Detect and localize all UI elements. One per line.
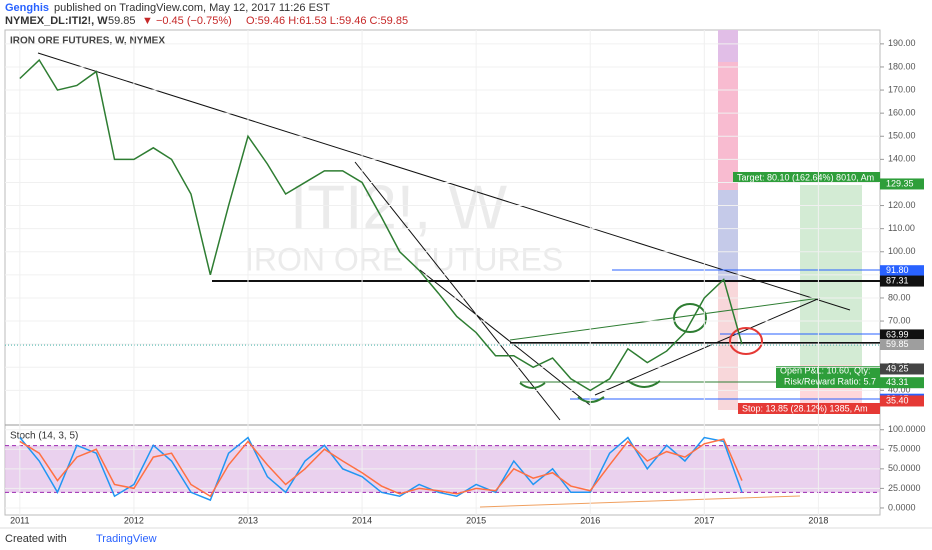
y-tick-label: 80.00	[888, 292, 911, 302]
zone	[718, 62, 738, 190]
ohlc: O:59.46 H:61.53 L:59.46 C:59.85	[246, 15, 408, 27]
zone	[718, 30, 738, 62]
price-label-box	[880, 395, 924, 407]
y-tick-label: 140.00	[888, 154, 916, 164]
x-tick-label: 2014	[352, 515, 372, 525]
y-tick-label: 180.00	[888, 61, 916, 71]
chart-title: IRON ORE FUTURES, W, NYMEX	[10, 36, 165, 47]
annotation: Target: 80.10 (162.64%) 8010, Am	[737, 172, 874, 182]
annotation: Risk/Reward Ratio: 5.7	[784, 376, 876, 386]
price-label: 49.25	[886, 363, 909, 373]
series-line	[19, 438, 743, 498]
author[interactable]: Genghis	[5, 2, 49, 14]
price-label-box	[880, 363, 924, 375]
price-label-box	[880, 275, 924, 287]
published: published on TradingView.com, May 12, 20…	[54, 2, 330, 14]
y-tick-label: 170.00	[888, 84, 916, 94]
series-line	[19, 436, 743, 502]
price-label: 91.80	[886, 265, 909, 275]
price-label: 35.40	[886, 395, 909, 405]
y-tick-label: 50.0000	[888, 463, 921, 473]
y-tick-label: 75.0000	[888, 444, 921, 454]
annotation: Open P&L: 10.60, Qty:	[780, 365, 871, 375]
x-tick-label: 2015	[466, 515, 486, 525]
y-tick-label: 100.00	[888, 246, 916, 256]
watermark: ITI2!, W	[290, 173, 507, 242]
x-tick-label: 2016	[580, 515, 600, 525]
series-line	[19, 58, 743, 392]
y-tick-label: 70.00	[888, 315, 911, 325]
indicator-title: Stoch (14, 3, 5)	[10, 431, 78, 442]
price-label-box	[880, 377, 924, 389]
x-tick-label: 2012	[124, 515, 144, 525]
price-label: 87.31	[886, 275, 909, 285]
y-tick-label: 0.0000	[888, 502, 916, 512]
price-label-box	[880, 329, 924, 341]
price-label-box	[880, 338, 924, 350]
y-tick-label: 190.00	[888, 38, 916, 48]
y-tick-label: 40.00	[888, 385, 911, 395]
watermark: IRON ORE FUTURES	[245, 241, 563, 277]
y-tick-label: 100.0000	[888, 424, 926, 434]
annotation-box	[776, 366, 880, 388]
x-tick-label: 2017	[694, 515, 714, 525]
price-label: 43.31	[886, 377, 909, 387]
zone	[718, 190, 738, 280]
symbol: NYMEX_DL:ITI2!, W	[5, 15, 108, 27]
drawing	[479, 495, 801, 508]
price-label: 63.99	[886, 329, 909, 339]
y-tick-label: 160.00	[888, 108, 916, 118]
x-tick-label: 2018	[808, 515, 828, 525]
x-tick-label: 2013	[238, 515, 258, 525]
price-label-box	[880, 265, 924, 277]
annotation: Stop: 13.85 (28.12%) 1385, Am	[742, 403, 868, 413]
price-label: 59.85	[886, 339, 909, 349]
x-tick-label: 2011	[10, 515, 29, 525]
price-label-box	[880, 178, 924, 190]
change: ▼ −0.45 (−0.75%)	[142, 15, 232, 27]
last-price: 59.85	[108, 15, 136, 27]
y-tick-label: 25.0000	[888, 483, 921, 493]
annotation-box	[738, 403, 880, 414]
price-label: 129.35	[886, 178, 914, 188]
footer-text: Created with	[5, 533, 67, 545]
annotation-box	[733, 172, 880, 183]
y-tick-label: 150.00	[888, 131, 916, 141]
y-tick-label: 120.00	[888, 200, 916, 210]
drawings	[5, 52, 880, 421]
y-tick-label: 110.00	[888, 223, 915, 233]
footer-brand[interactable]: TradingView	[96, 533, 157, 545]
